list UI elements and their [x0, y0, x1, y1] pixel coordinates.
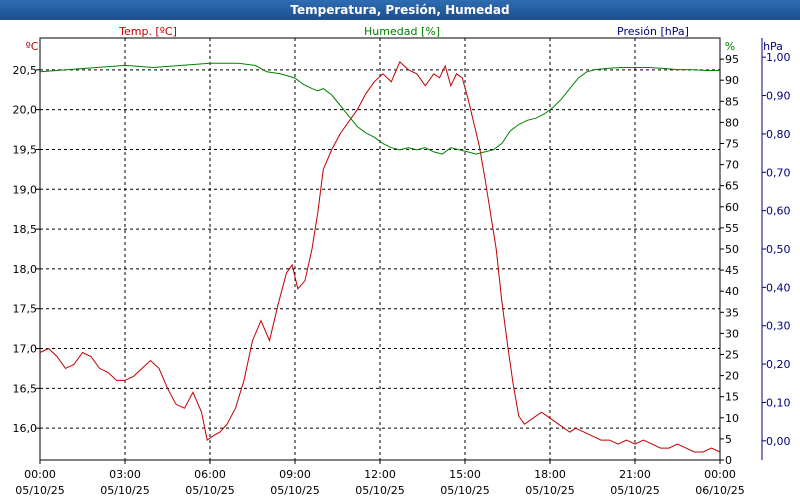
date-tick-label: 05/10/25 — [185, 484, 234, 497]
humidity-axis-label: Humedad [%] — [364, 25, 440, 38]
pressure-tick-label: 0,60 — [766, 205, 791, 218]
chart-title: Temperatura, Presión, Humedad — [0, 0, 800, 20]
humidity-axis-ticks: 0 5 10 15 20 25 30 35 40 45 50 55 60 65 70 75 80 85 90 95 — [720, 53, 739, 467]
humidity-tick-label: 80 — [725, 116, 739, 129]
humidity-tick-label: 70 — [725, 159, 739, 172]
humidity-tick-label: 60 — [725, 201, 739, 214]
temperature-tick-label: 18,0 — [13, 263, 38, 276]
humidity-tick-label: 15 — [725, 391, 739, 404]
date-tick-label: 05/10/25 — [355, 484, 404, 497]
temperature-tick-label: 17,5 — [13, 303, 38, 316]
humidity-tick-label: 50 — [725, 243, 739, 256]
pressure-tick-label: 0,00 — [766, 435, 791, 448]
time-tick-label: 03:00 — [109, 468, 141, 481]
humidity-tick-label: 0 — [725, 454, 732, 467]
pressure-axis-label: Presión [hPa] — [617, 25, 689, 38]
series-layer — [39, 61, 721, 453]
time-axis-ticks: 00:00 05/10/25 03:00 05/10/25 06:00 05/10/25 0… — [15, 460, 745, 497]
date-tick-label: 05/10/25 — [100, 484, 149, 497]
humidity-tick-label: 90 — [725, 74, 739, 87]
date-tick-label: 05/10/25 — [610, 484, 659, 497]
time-tick-label: 06:00 — [194, 468, 226, 481]
humidity-tick-label: 25 — [725, 349, 739, 362]
humidity-tick-label: 95 — [725, 53, 739, 66]
pressure-tick-label: 0,20 — [766, 358, 791, 371]
temperature-tick-label: 16,5 — [13, 382, 38, 395]
pressure-tick-label: 1,00 — [766, 51, 791, 64]
humidity-unit-label: % — [725, 40, 735, 53]
pressure-tick-label: 0,80 — [766, 128, 791, 141]
date-tick-label: 05/10/25 — [15, 484, 64, 497]
humidity-tick-label: 5 — [725, 433, 732, 446]
temperature-series-line — [39, 61, 721, 453]
pressure-tick-label: 0,70 — [766, 166, 791, 179]
pressure-unit-label: hPa — [763, 40, 783, 53]
temperature-axis-ticks: 16,0 16,5 17,0 17,5 18,0 18,5 19,0 19,5 20,0 20,5 — [13, 64, 40, 435]
humidity-tick-label: 35 — [725, 306, 739, 319]
time-tick-label: 18:00 — [534, 468, 566, 481]
time-tick-label: 15:00 — [449, 468, 481, 481]
humidity-tick-label: 55 — [725, 222, 739, 235]
date-tick-label: 05/10/25 — [525, 484, 574, 497]
temperature-tick-label: 16,0 — [13, 422, 38, 435]
date-tick-label: 05/10/25 — [270, 484, 319, 497]
humidity-tick-label: 10 — [725, 412, 739, 425]
temperature-tick-label: 20,0 — [13, 104, 38, 117]
pressure-axis: 0,00 0,10 0,20 0,30 0,40 0,50 0,60 0,70 0,80 0,90… — [761, 38, 791, 460]
chart-canvas: 0,00 0,10 0,20 0,30 0,40 0,50 0,60 0,70 0,80 0,90… — [13, 25, 791, 497]
time-tick-label: 00:00 — [24, 468, 56, 481]
axis-labels: Temp. [ºC] Humedad [%] Presión [hPa] ºC% hPa — [26, 25, 783, 53]
pressure-tick-label: 0,90 — [766, 90, 791, 103]
humidity-tick-label: 65 — [725, 180, 739, 193]
temperature-tick-label: 18,5 — [13, 223, 38, 236]
pressure-tick-label: 0,50 — [766, 243, 791, 256]
date-tick-label: 05/10/25 — [440, 484, 489, 497]
temperature-tick-label: 17,0 — [13, 343, 38, 356]
temperature-axis-label: Temp. [ºC] — [118, 25, 177, 38]
temperature-tick-label: 19,5 — [13, 143, 38, 156]
humidity-tick-label: 45 — [725, 264, 739, 277]
humidity-tick-label: 85 — [725, 95, 739, 108]
grid-lines — [40, 38, 720, 460]
temperature-unit-label: ºC — [26, 40, 39, 53]
humidity-tick-label: 30 — [725, 327, 739, 340]
pressure-tick-label: 0,40 — [766, 281, 791, 294]
pressure-tick-label: 0,30 — [766, 320, 791, 333]
time-tick-label: 09:00 — [279, 468, 311, 481]
time-tick-label: 00:00 — [704, 468, 736, 481]
temperature-tick-label: 20,5 — [13, 64, 38, 77]
humidity-tick-label: 20 — [725, 370, 739, 383]
humidity-tick-label: 40 — [725, 285, 739, 298]
pressure-tick-label: 0,10 — [766, 396, 791, 409]
time-tick-label: 21:00 — [619, 468, 651, 481]
date-tick-label: 06/10/25 — [695, 484, 744, 497]
temperature-tick-label: 19,0 — [13, 183, 38, 196]
humidity-tick-label: 75 — [725, 138, 739, 151]
time-tick-label: 12:00 — [364, 468, 396, 481]
humidity-series-line — [39, 62, 720, 155]
